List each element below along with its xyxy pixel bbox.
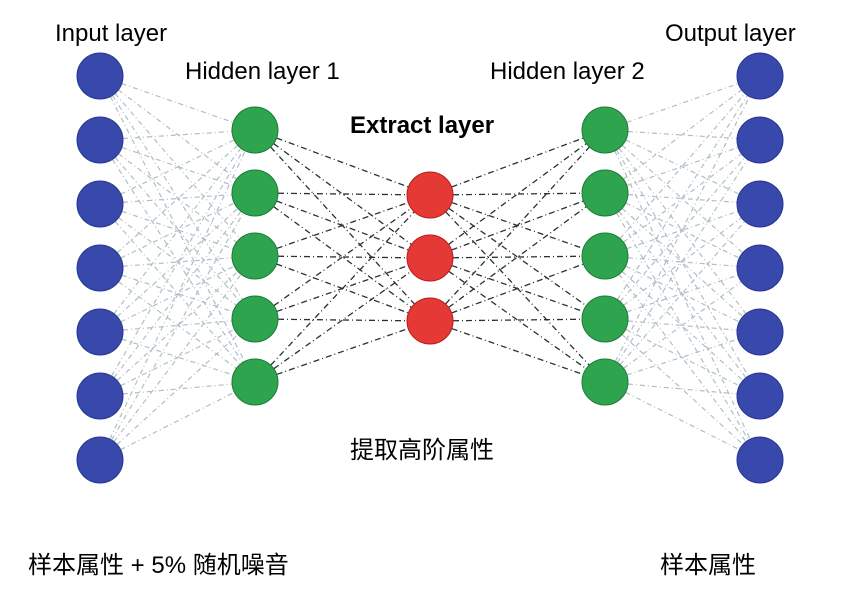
edge xyxy=(622,334,743,444)
edge xyxy=(277,329,409,375)
edge xyxy=(626,140,739,194)
edge xyxy=(117,145,238,252)
edge xyxy=(452,264,584,313)
label-hidden2: Hidden layer 2 xyxy=(490,58,645,86)
edge xyxy=(617,159,747,362)
node-hidden2 xyxy=(582,296,628,342)
edge xyxy=(620,93,745,238)
node-hidden2 xyxy=(582,233,628,279)
label-extract: Extract layer xyxy=(350,112,494,140)
edge xyxy=(622,208,743,316)
edge xyxy=(617,213,749,440)
edge xyxy=(278,193,407,194)
network-svg xyxy=(0,0,864,595)
layer-extract xyxy=(407,172,453,344)
edge xyxy=(627,84,739,123)
node-input xyxy=(77,437,123,483)
edge xyxy=(110,97,244,362)
node-output xyxy=(737,53,783,99)
edge xyxy=(112,213,244,440)
edge xyxy=(452,138,584,187)
node-output xyxy=(737,373,783,419)
layer-output xyxy=(737,53,783,483)
node-output xyxy=(737,437,783,483)
node-output xyxy=(737,245,783,291)
edge xyxy=(122,84,234,123)
node-extract xyxy=(407,235,453,281)
edge xyxy=(622,145,743,252)
edge xyxy=(617,150,749,376)
node-input xyxy=(77,309,123,355)
layer-input xyxy=(77,53,123,483)
node-hidden2 xyxy=(582,170,628,216)
label-input: Input layer xyxy=(55,20,167,48)
edge xyxy=(446,147,590,304)
caption-middle: 提取高阶属性 xyxy=(350,430,494,465)
edge xyxy=(117,208,238,316)
node-hidden2 xyxy=(582,359,628,405)
edge xyxy=(117,271,238,380)
node-input xyxy=(77,117,123,163)
node-hidden2 xyxy=(582,107,628,153)
edge xyxy=(118,90,236,179)
node-input xyxy=(77,373,123,419)
edge xyxy=(123,384,232,394)
edge xyxy=(626,392,740,449)
edge xyxy=(622,271,743,380)
edge xyxy=(623,90,741,179)
edge xyxy=(117,334,238,444)
node-output xyxy=(737,181,783,227)
edge xyxy=(277,138,409,187)
label-hidden1: Hidden layer 1 xyxy=(185,58,340,86)
edge xyxy=(121,329,235,386)
node-input xyxy=(77,245,123,291)
label-output: Output layer xyxy=(665,20,796,48)
edge xyxy=(277,203,409,249)
edge xyxy=(271,212,415,365)
node-output xyxy=(737,309,783,355)
caption-right: 样本属性 xyxy=(660,545,756,580)
edge xyxy=(452,329,584,375)
node-output xyxy=(737,117,783,163)
edge xyxy=(453,193,582,194)
node-hidden1 xyxy=(232,233,278,279)
node-extract xyxy=(407,298,453,344)
edge xyxy=(626,203,740,258)
node-input xyxy=(77,181,123,227)
caption-left: 样本属性 + 5% 随机噪音 xyxy=(28,545,289,580)
edge xyxy=(626,329,740,386)
edge xyxy=(626,266,740,322)
node-input xyxy=(77,53,123,99)
edge xyxy=(114,148,241,314)
edge xyxy=(121,392,235,449)
node-hidden1 xyxy=(232,107,278,153)
node-hidden1 xyxy=(232,359,278,405)
node-hidden1 xyxy=(232,296,278,342)
node-extract xyxy=(407,172,453,218)
edge xyxy=(615,97,749,362)
edge xyxy=(115,93,240,238)
node-hidden1 xyxy=(232,170,278,216)
edge xyxy=(121,140,234,194)
